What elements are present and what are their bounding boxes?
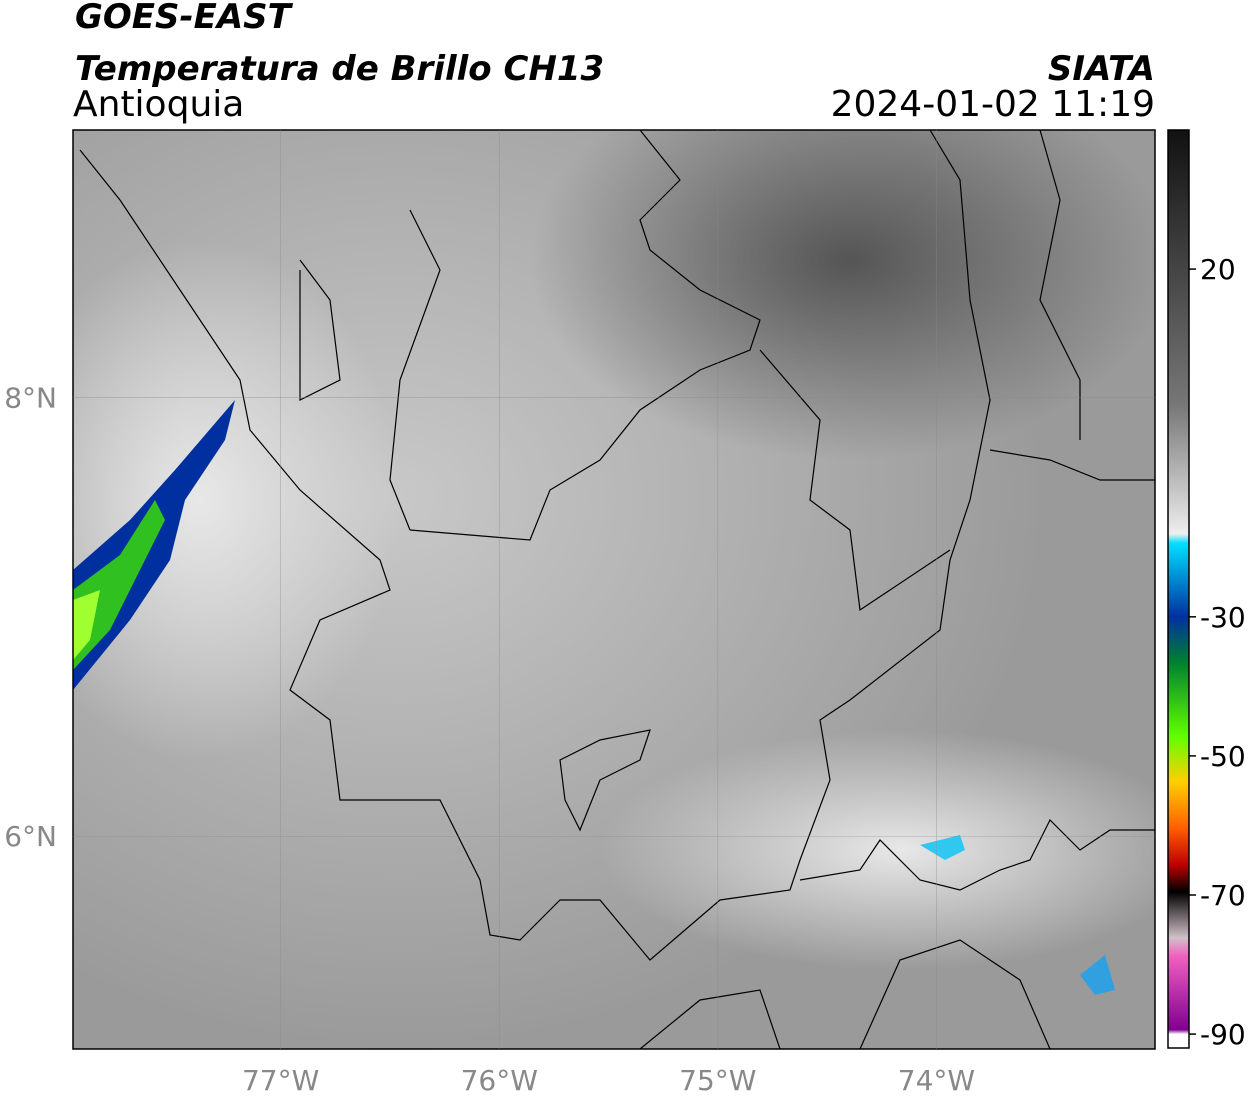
map-frame [72,129,1156,1050]
colorbar-tick-label: -90 [1200,1018,1246,1051]
colorbar-tick-label: -50 [1200,740,1246,773]
colorbar [1167,129,1190,1049]
lon-tick-label: 75°W [679,1064,756,1097]
colorbar-tick-label: -70 [1200,879,1246,912]
lat-tick-label: 8°N [4,382,57,415]
source: SIATA [1048,49,1155,89]
title: GOES-EAST [75,0,294,37]
subtitle: Temperatura de Brillo CH13 [75,49,604,89]
lon-tick-label: 76°W [461,1064,538,1097]
datetime: 2024-01-02 11:19 [831,84,1155,125]
lat-tick-label: 6°N [4,820,57,853]
region: Antioquia [73,84,244,125]
colorbar-tick-label: 20 [1200,253,1236,286]
lon-tick-label: 74°W [898,1064,975,1097]
lon-tick-label: 77°W [242,1064,319,1097]
colorbar-tick-label: -30 [1200,601,1246,634]
map-image [73,130,1155,1049]
